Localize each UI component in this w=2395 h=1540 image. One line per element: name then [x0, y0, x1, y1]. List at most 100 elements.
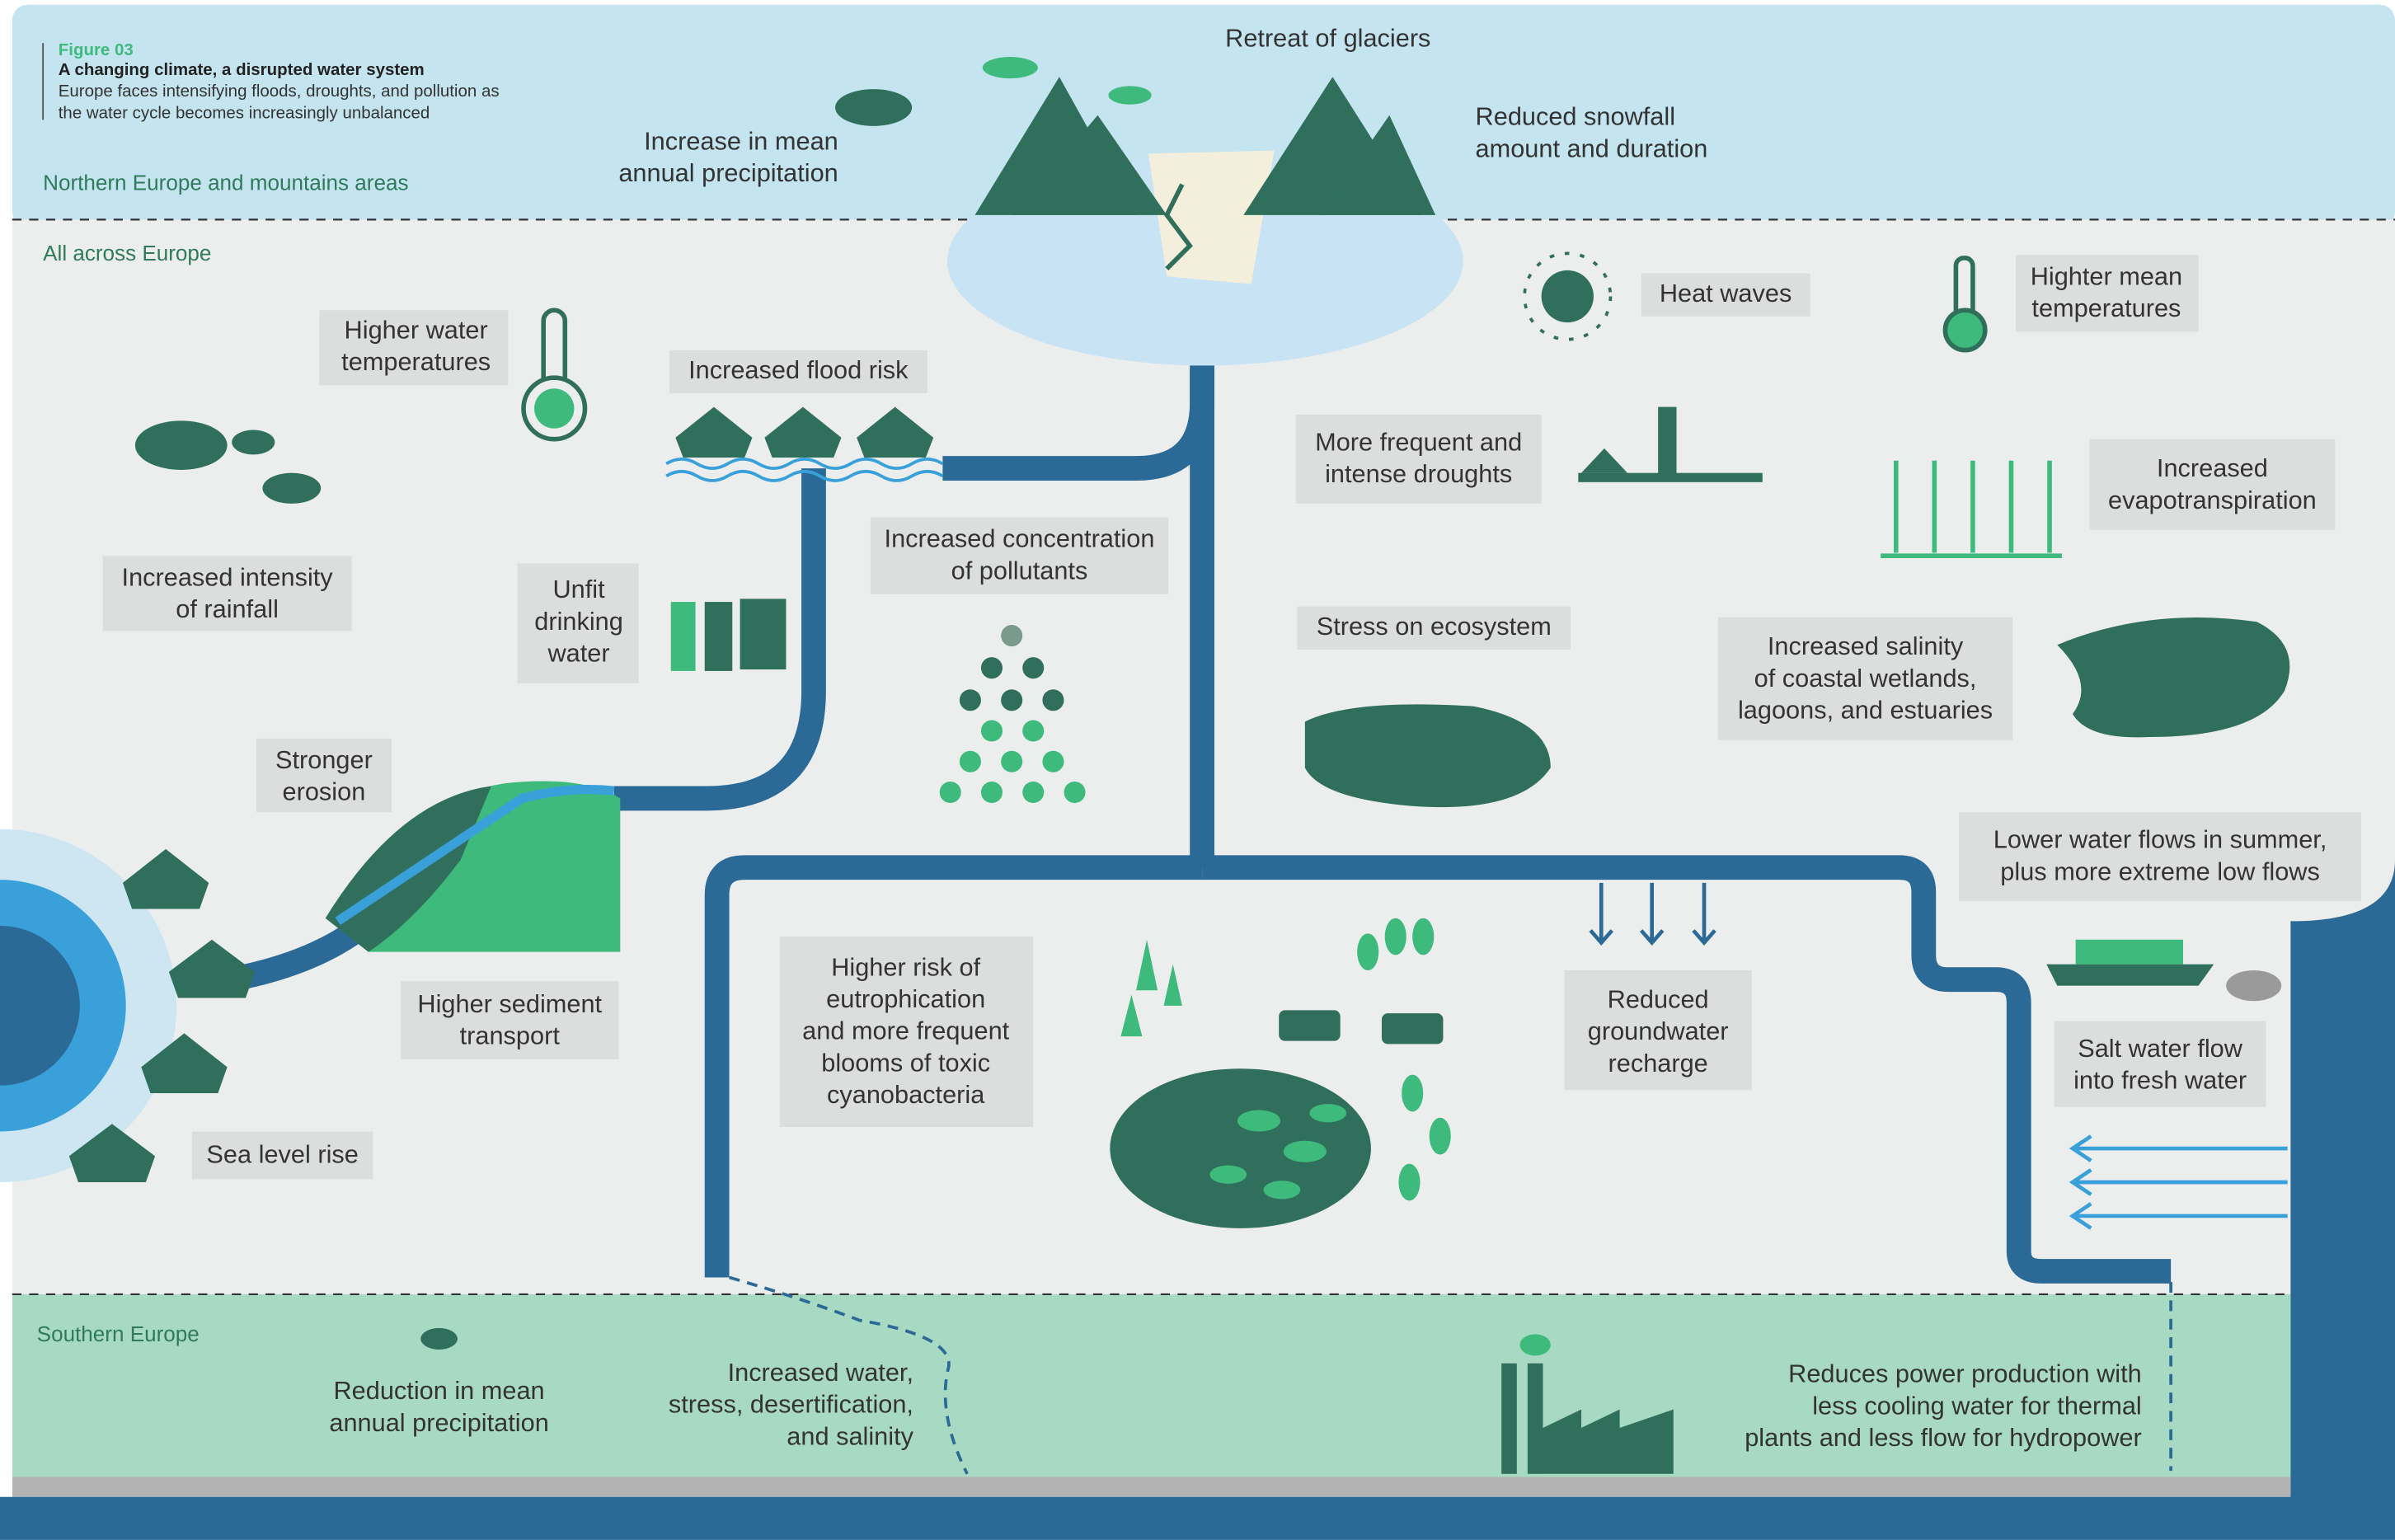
label: of pollutants [951, 556, 1088, 585]
label: Stronger [275, 745, 373, 774]
label: of rainfall [176, 594, 279, 623]
label: into fresh water [2073, 1066, 2247, 1095]
label: Increased salinity [1768, 631, 1964, 660]
label-box [517, 563, 639, 683]
thermometer [1942, 308, 1988, 353]
figure-title: A changing climate, a disrupted water sy… [59, 60, 425, 79]
label: cyanobacteria [827, 1080, 985, 1109]
containers [2075, 939, 2184, 965]
label: plus more extreme low flows [2000, 857, 2320, 885]
cloud [1108, 86, 1152, 105]
person [704, 602, 733, 671]
ground-strip [12, 1477, 2291, 1497]
rain-cloud [835, 89, 913, 126]
rock [2226, 970, 2282, 1002]
label-box [1959, 812, 2362, 902]
label-box [102, 556, 352, 631]
smoke [1519, 1334, 1551, 1356]
figure-number: Figure 03 [59, 40, 134, 59]
label-box [319, 310, 509, 386]
label: Reduced snowfall [1476, 102, 1675, 131]
label: Increased intensity [122, 562, 334, 591]
rain-cloud [232, 430, 275, 455]
flood-water [665, 469, 944, 482]
flood-houses [675, 406, 934, 458]
label: groundwater [1588, 1016, 1729, 1045]
label: Increased concentration [885, 524, 1155, 553]
river [942, 369, 1214, 481]
label: Unfit [552, 575, 605, 603]
sea [0, 926, 80, 1086]
label: Increased water, [728, 1358, 913, 1387]
river [704, 855, 1203, 1278]
label: Sea level rise [206, 1139, 358, 1168]
label-box [1717, 617, 2013, 740]
label: blooms of toxic [821, 1048, 990, 1077]
label: less cooling water for thermal [1812, 1391, 2142, 1420]
label: temperatures [341, 347, 491, 376]
label: Stress on ecosystem [1317, 612, 1552, 641]
pollutants [939, 625, 1086, 804]
label-box [669, 350, 927, 393]
label: and salinity [787, 1421, 913, 1450]
dry-stream [729, 1275, 969, 1475]
label-box [870, 517, 1169, 594]
north-band [12, 4, 2395, 228]
label: Higher risk of [831, 952, 980, 981]
label: of coastal wetlands, [1754, 664, 1977, 693]
label: amount and duration [1476, 134, 1708, 162]
dead-tree [1658, 406, 1677, 477]
label: Heat waves [1660, 279, 1792, 308]
algae [1209, 1104, 1347, 1200]
label: eutrophication [826, 984, 985, 1013]
label: Reduced [1608, 984, 1709, 1013]
dry-ground [1578, 472, 1763, 482]
label-box [779, 937, 1034, 1127]
groundwater-arrows [1589, 882, 1716, 946]
label: lagoons, and estuaries [1738, 696, 1993, 725]
label-box [256, 738, 392, 813]
sun-rays [1523, 251, 1613, 341]
region-label: All across Europe [43, 241, 211, 265]
mountain [1013, 115, 1167, 215]
label: evapotranspiration [2108, 486, 2317, 514]
figure-subtitle: the water cycle becomes increasingly unb… [59, 103, 430, 122]
label: Increase in mean [644, 126, 838, 155]
label: Highter mean [2031, 261, 2182, 290]
trees [1120, 918, 1451, 1201]
label-box [401, 981, 619, 1060]
label: Reduces power production with [1788, 1359, 2142, 1388]
stream [335, 785, 615, 926]
label: annual precipitation [329, 1408, 548, 1437]
rain-cloud [134, 420, 228, 470]
label: Lower water flows in summer, [1993, 825, 2327, 854]
label-box [191, 1131, 373, 1180]
label: recharge [1608, 1049, 1708, 1078]
label-box [1297, 606, 1571, 650]
label: Salt water flow [2078, 1034, 2243, 1063]
label-box [2016, 255, 2199, 332]
label: intense droughts [1325, 459, 1512, 488]
label: stress, desertification, [669, 1390, 913, 1419]
flood-water [665, 458, 944, 470]
lake [1110, 1068, 1371, 1228]
mountain [1320, 115, 1436, 215]
rain-cloud [420, 1327, 458, 1350]
label: Higher sediment [417, 989, 602, 1018]
label: water [547, 639, 609, 668]
label: drinking [534, 607, 623, 636]
person [670, 602, 696, 671]
crops [1881, 460, 2062, 559]
label-box [2054, 1021, 2266, 1107]
label-box [2089, 439, 2336, 530]
region-label: Southern Europe [37, 1322, 200, 1346]
wetland [1304, 704, 1551, 808]
label: Retreat of glaciers [1225, 24, 1430, 53]
figure-subtitle: Europe faces intensifying floods, drough… [59, 82, 500, 101]
label: and more frequent [802, 1016, 1009, 1045]
crack [1163, 183, 1193, 270]
label: annual precipitation [618, 158, 838, 187]
factory [1501, 1363, 1674, 1474]
label: transport [460, 1021, 561, 1050]
